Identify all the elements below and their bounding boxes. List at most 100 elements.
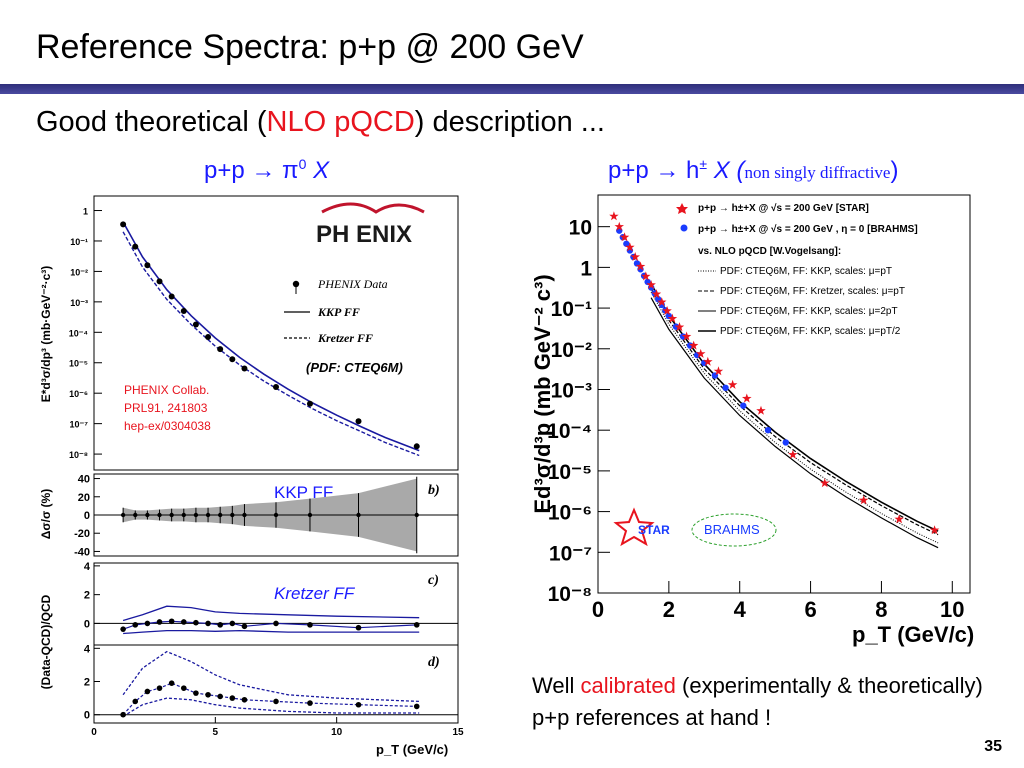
phenix-data-point bbox=[273, 383, 279, 390]
legend-kretzer-label: Kretzer FF bbox=[317, 331, 373, 345]
left-d-data-point bbox=[307, 700, 313, 706]
right-xtick-label: 0 bbox=[592, 597, 604, 622]
star-data-point bbox=[662, 306, 672, 315]
left-legend: PHENIX Data KKP FF Kretzer FF (PDF: CTEQ… bbox=[284, 277, 403, 375]
left-main-frame bbox=[93, 195, 459, 471]
citation-line-1: PHENIX Collab. bbox=[124, 383, 209, 397]
phenix-data-point bbox=[217, 346, 224, 353]
left-b-data-point bbox=[181, 512, 186, 518]
left-c-data-point bbox=[413, 622, 420, 628]
legend-data-label: PHENIX Data bbox=[317, 277, 388, 291]
left-d-data-point bbox=[180, 685, 187, 691]
star-data-point bbox=[681, 331, 692, 341]
phenix-data-point bbox=[241, 365, 248, 372]
star-data-point bbox=[727, 379, 738, 389]
panel-tag-b: b) bbox=[428, 483, 440, 498]
star-data-point bbox=[742, 393, 752, 403]
left-c-ytick-label: 4 bbox=[84, 561, 91, 573]
left-main-ytick-label: 10⁻³ bbox=[70, 298, 88, 308]
citation-line-2: PRL91, 241803 bbox=[124, 401, 208, 415]
phenix-data-point bbox=[156, 278, 163, 285]
left-d-data-point bbox=[193, 690, 199, 696]
left-b-data-point bbox=[414, 512, 419, 518]
legend-pdf-label: (PDF: CTEQ6M) bbox=[306, 360, 403, 375]
phenix-data-point bbox=[132, 243, 139, 250]
left-main-ytick-label: 10⁻⁶ bbox=[69, 389, 88, 399]
star-data-point bbox=[641, 271, 651, 281]
left-xtick-label: 0 bbox=[91, 727, 97, 738]
star-data-point bbox=[614, 221, 624, 231]
right-ylabel: Ed³σ/d³p (mb GeV⁻² c³) bbox=[530, 274, 555, 513]
subtitle-highlight: NLO pQCD bbox=[266, 106, 415, 138]
left-c-data-point bbox=[229, 620, 236, 627]
left-c-data-point bbox=[132, 622, 139, 628]
star-data-point bbox=[619, 232, 630, 242]
left-label-suffix: X bbox=[306, 157, 330, 184]
star-data-point bbox=[696, 348, 706, 358]
left-d-data-point bbox=[273, 698, 279, 705]
footer-pre: Well bbox=[532, 673, 581, 698]
star-data-point bbox=[630, 252, 640, 261]
right-xtick-label: 8 bbox=[875, 597, 887, 622]
left-main-ytick-label: 10⁻² bbox=[70, 267, 88, 277]
star-logo: STAR bbox=[613, 507, 670, 547]
brahms-data-point bbox=[740, 402, 747, 409]
phenix-logo-text: PH ENIX bbox=[316, 221, 412, 248]
left-label-sup: 0 bbox=[298, 156, 307, 172]
phenix-data-point bbox=[205, 334, 212, 341]
right-ytick-label: 10 bbox=[569, 217, 592, 240]
right-ytick-label: 10⁻² bbox=[551, 339, 592, 362]
left-b-data-point bbox=[133, 512, 138, 518]
nlo-curve bbox=[650, 288, 939, 536]
left-b-data-point bbox=[230, 512, 235, 518]
right-ytick-label: 10⁻⁵ bbox=[548, 461, 592, 484]
left-cd-ylabel: (Data-QCD)/QCD bbox=[39, 594, 53, 689]
right-xtick-label: 10 bbox=[940, 597, 964, 622]
right-ytick-label: 1 bbox=[580, 257, 592, 280]
legend-star-marker bbox=[676, 203, 688, 214]
left-c-data-point bbox=[168, 618, 175, 625]
phenix-data-point bbox=[413, 443, 420, 450]
right-label-suffix: X ( bbox=[707, 157, 745, 184]
right-panel-label: p+p → h± X (non singly diffractive) bbox=[608, 156, 898, 185]
left-d-data-point bbox=[120, 711, 126, 718]
left-c-band-curve bbox=[123, 629, 420, 635]
left-b-data-point bbox=[120, 512, 126, 518]
left-main-ytick-label: 1 bbox=[83, 207, 88, 217]
star-logo-shape bbox=[613, 507, 655, 547]
brahms-logo: BRAHMS bbox=[691, 513, 777, 547]
panel-tag-c: c) bbox=[428, 573, 439, 588]
left-b-ytick-label: 0 bbox=[84, 510, 90, 522]
left-panel-label: p+p → π0 X bbox=[204, 156, 329, 185]
left-b-data-point bbox=[242, 512, 247, 518]
star-logo-text: STAR bbox=[638, 523, 670, 537]
legend-kkp-2pt-label: PDF: CTEQ6M, FF: KKP, scales: μ=2pT bbox=[720, 306, 898, 317]
right-label-sup: ± bbox=[699, 156, 708, 172]
subpanel-c-label: Kretzer FF bbox=[274, 584, 356, 603]
left-d-data-point bbox=[132, 698, 139, 705]
left-d-data-point bbox=[229, 695, 236, 701]
star-data-point bbox=[894, 514, 904, 524]
phenix-data-point bbox=[120, 221, 127, 228]
left-d-data-point bbox=[217, 693, 223, 700]
star-data-point bbox=[609, 211, 619, 221]
right-ytick-label: 10⁻⁸ bbox=[548, 583, 592, 606]
brahms-data-point bbox=[722, 384, 729, 392]
star-data-point bbox=[688, 340, 699, 350]
star-data-point bbox=[820, 478, 830, 488]
panel-tag-d: d) bbox=[428, 655, 440, 670]
page-number: 35 bbox=[984, 738, 1002, 755]
left-c-data-point bbox=[180, 619, 187, 625]
chart-marks: 110⁻¹10⁻²10⁻³10⁻⁴10⁻⁵10⁻⁶10⁻⁷10⁻⁸40200-2… bbox=[69, 207, 965, 738]
star-data-point bbox=[859, 495, 869, 505]
left-xtick-label: 15 bbox=[452, 727, 464, 738]
left-main-ytick-label: 10⁻⁸ bbox=[69, 450, 88, 460]
left-b-data-point bbox=[145, 512, 150, 518]
star-data-point bbox=[635, 261, 646, 271]
star-data-point bbox=[657, 297, 667, 307]
left-xlabel: p_T (GeV/c) bbox=[376, 742, 448, 757]
left-c-data-point bbox=[144, 620, 151, 627]
left-b-data-point bbox=[169, 512, 174, 518]
slide-subtitle: Good theoretical (NLO pQCD) description … bbox=[36, 106, 605, 139]
